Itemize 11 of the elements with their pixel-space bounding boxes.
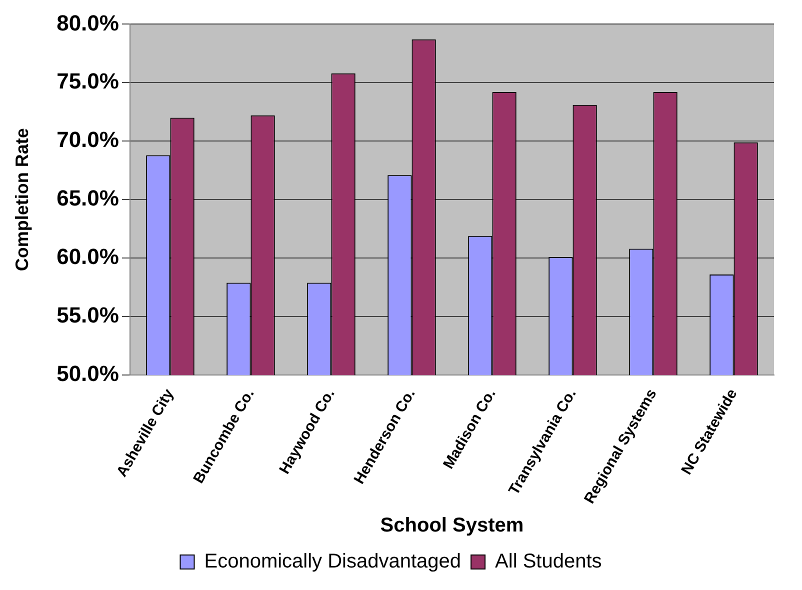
y-tick-label: 50.0% (56, 361, 119, 386)
legend-label: All Students (495, 550, 602, 573)
y-tick-label: 70.0% (56, 127, 119, 152)
x-axis-title: School System (380, 514, 524, 537)
y-tick-label: 55.0% (56, 302, 119, 328)
y-tick-label: 75.0% (56, 68, 119, 94)
y-axis-title: Completion Rate (12, 128, 32, 272)
legend-label: Economically Disadvantaged (204, 550, 462, 573)
y-tick-label: 80.0% (56, 10, 119, 36)
y-tick-label: 60.0% (56, 244, 119, 270)
y-tick-label: 65.0% (56, 186, 119, 211)
